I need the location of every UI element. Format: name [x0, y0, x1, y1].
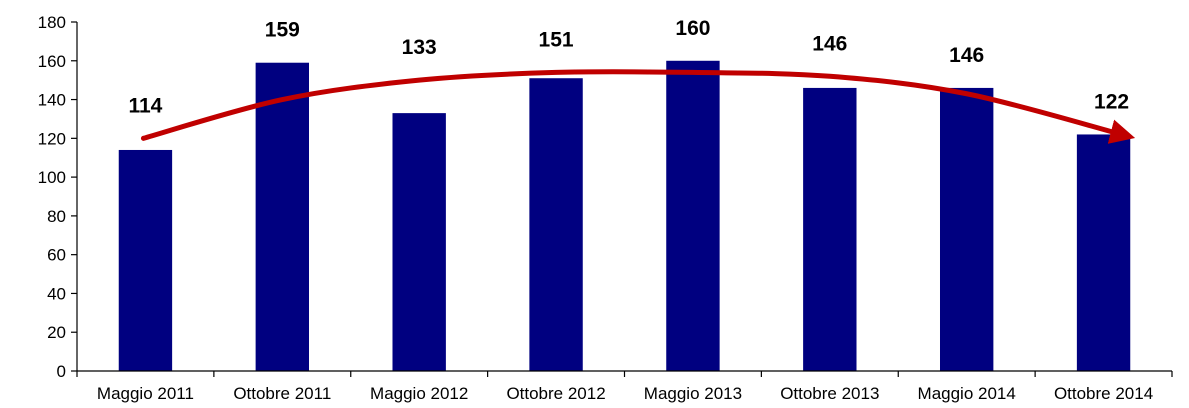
- y-axis: 0 20 40 60 80 100 120 140 160 180: [38, 13, 78, 381]
- bar: [255, 62, 310, 371]
- data-label: 133: [402, 36, 437, 59]
- data-labels-group: 114 159 133 151 160 146 146 122: [128, 17, 1129, 118]
- bars-group: [118, 60, 1131, 372]
- trend-arrow: [140, 69, 1136, 144]
- bar: [666, 60, 720, 372]
- x-tick-label: Maggio 2011: [97, 384, 194, 403]
- bar: [803, 87, 857, 371]
- bar: [529, 78, 583, 371]
- data-label: 159: [265, 19, 300, 42]
- x-tick-label: Ottobre 2013: [780, 384, 879, 403]
- data-label: 146: [812, 32, 847, 55]
- bar: [939, 87, 994, 371]
- x-tick-label: Ottobre 2014: [1054, 384, 1153, 403]
- y-tick-label: 0: [57, 362, 66, 381]
- y-tick-label: 160: [38, 52, 66, 71]
- bar: [1076, 134, 1131, 371]
- data-label: 122: [1094, 90, 1129, 113]
- y-tick-label: 140: [38, 91, 66, 110]
- bar: [392, 113, 446, 371]
- data-label: 160: [675, 17, 710, 40]
- y-tick-label: 100: [38, 168, 66, 187]
- data-label: 146: [949, 44, 984, 67]
- data-label: 114: [128, 94, 162, 117]
- x-axis: Maggio 2011 Ottobre 2011 Maggio 2012 Ottobr…: [76, 370, 1173, 403]
- y-tick-label: 120: [38, 129, 66, 148]
- y-tick-label: 80: [47, 207, 66, 226]
- x-tick-label: Ottobre 2011: [233, 384, 331, 403]
- x-tick-label: Ottobre 2012: [506, 384, 605, 403]
- data-label: 151: [539, 28, 574, 51]
- x-tick-label: Maggio 2014: [918, 384, 1016, 403]
- y-tick-label: 60: [47, 246, 66, 265]
- y-tick-label: 20: [47, 323, 66, 342]
- y-tick-label: 180: [38, 13, 66, 32]
- x-tick-label: Maggio 2013: [644, 384, 742, 403]
- y-tick-label: 40: [47, 284, 66, 303]
- x-tick-label: Maggio 2012: [370, 384, 468, 403]
- bar: [118, 149, 173, 371]
